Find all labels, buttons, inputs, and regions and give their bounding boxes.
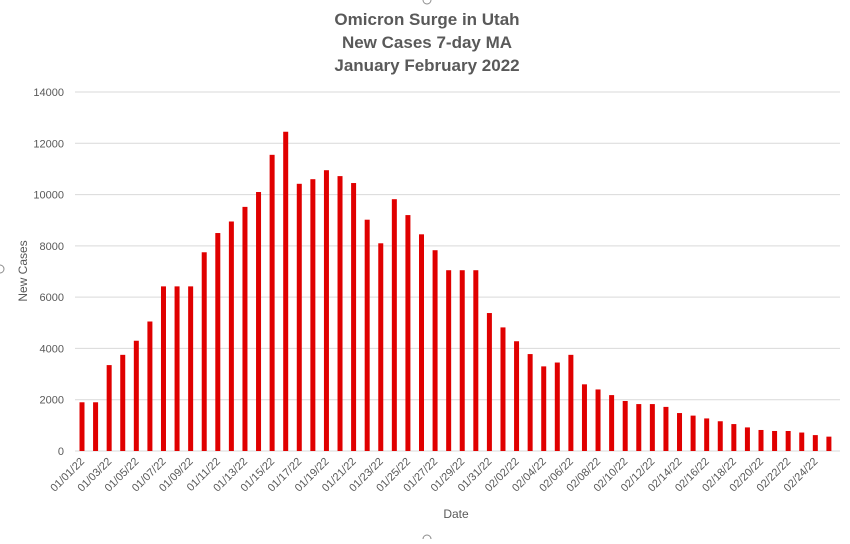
bar	[120, 354, 126, 451]
bar	[364, 219, 370, 451]
bar	[514, 341, 520, 451]
bar	[256, 192, 262, 451]
bar	[704, 418, 710, 451]
bar	[242, 206, 248, 451]
y-tick-label: 14000	[33, 87, 64, 99]
bar	[473, 270, 479, 451]
y-tick-label: 12000	[33, 138, 64, 150]
bar	[337, 176, 343, 451]
bar	[446, 270, 452, 451]
bar	[649, 404, 655, 451]
bar	[622, 400, 628, 451]
y-axis-title: New Cases	[16, 240, 30, 301]
bar	[554, 362, 560, 451]
bar	[228, 221, 234, 451]
bar	[378, 243, 384, 451]
bar	[663, 406, 669, 451]
bar	[609, 395, 615, 451]
bar	[758, 429, 764, 451]
resize-handle-bottom[interactable]	[422, 534, 432, 544]
chart-title-line-3: January February 2022	[334, 56, 519, 75]
bar	[812, 435, 818, 451]
chart-title-line-2: New Cases 7-day MA	[342, 33, 512, 52]
y-tick-label: 8000	[40, 241, 64, 253]
bar	[500, 327, 506, 451]
bar	[296, 183, 302, 451]
bar	[690, 415, 696, 451]
bar	[310, 179, 316, 451]
bar	[283, 131, 289, 451]
bar	[717, 421, 723, 451]
bar	[405, 215, 411, 451]
bar	[79, 402, 85, 451]
y-tick-label: 6000	[40, 292, 64, 304]
bar	[636, 404, 642, 451]
bar	[106, 365, 112, 451]
bar	[432, 250, 438, 451]
bar	[595, 389, 601, 451]
bar	[147, 321, 153, 451]
bar	[323, 170, 329, 452]
x-axis-title: Date	[443, 507, 469, 521]
bar	[568, 354, 574, 451]
bar	[215, 233, 221, 451]
bar	[527, 354, 533, 451]
bar	[419, 234, 424, 451]
bar	[677, 413, 683, 451]
y-tick-label: 2000	[40, 395, 64, 407]
x-axis-tick-labels: 01/01/2201/03/2201/05/2201/07/2201/09/22…	[48, 456, 820, 495]
bar	[459, 270, 465, 451]
y-tick-label: 10000	[33, 190, 64, 202]
bar	[581, 384, 587, 451]
chart-title: Omicron Surge in Utah New Cases 7-day MA…	[334, 10, 519, 75]
bar	[826, 436, 832, 451]
bar	[486, 313, 492, 451]
bar	[772, 430, 778, 451]
resize-handle-top[interactable]	[422, 0, 432, 5]
y-tick-label: 4000	[40, 343, 64, 355]
bar	[93, 402, 99, 451]
bar	[351, 183, 357, 451]
bar	[744, 427, 750, 451]
bar	[160, 286, 166, 451]
bar	[799, 432, 805, 451]
y-tick-label: 0	[58, 446, 64, 458]
chart-title-line-1: Omicron Surge in Utah	[334, 10, 519, 29]
y-axis-tick-labels: 0 2000 4000 6000 8000 10000 12000 14000	[33, 87, 64, 458]
bars	[79, 131, 832, 452]
bar	[541, 366, 547, 451]
bar	[269, 154, 275, 451]
bar	[731, 424, 737, 451]
bar	[201, 252, 207, 451]
bar	[188, 286, 194, 451]
resize-handle-left[interactable]	[0, 264, 5, 274]
bar	[133, 340, 139, 451]
bar	[174, 286, 180, 451]
bar	[391, 199, 397, 451]
bar	[785, 430, 791, 451]
